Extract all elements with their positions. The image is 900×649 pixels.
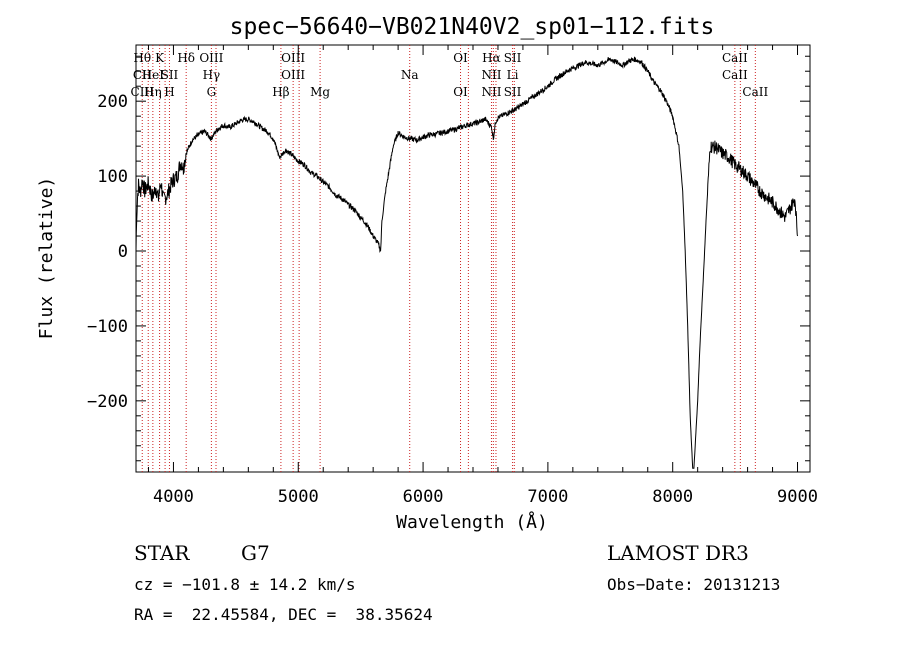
line-label: OI bbox=[453, 51, 468, 65]
line-label: G bbox=[207, 85, 217, 99]
line-label: SII bbox=[504, 85, 522, 99]
flux-line bbox=[135, 56, 798, 469]
survey-name: LAMOST DR3 bbox=[607, 541, 749, 565]
line-label: OIII bbox=[281, 51, 305, 65]
x-tick-label: 9000 bbox=[777, 487, 818, 507]
line-label: CaII bbox=[722, 51, 748, 65]
coordinates: RA = 22.45584, DEC = 38.35624 bbox=[134, 605, 433, 624]
spectrum-series bbox=[135, 56, 798, 469]
line-label: Mg bbox=[310, 85, 330, 99]
line-label: SII bbox=[161, 68, 179, 82]
line-label: Hη bbox=[144, 85, 162, 99]
y-tick-label: 0 bbox=[118, 242, 128, 262]
observation-date: Obs−Date: 20131213 bbox=[607, 575, 780, 594]
y-tick-label: 100 bbox=[97, 167, 128, 187]
line-label: Li bbox=[507, 68, 519, 82]
object-class: STAR bbox=[134, 541, 190, 565]
line-label: CaII bbox=[742, 85, 768, 99]
plot-area-border bbox=[135, 44, 811, 473]
y-tick-label: 200 bbox=[97, 92, 128, 112]
y-axis-ticks: −200 −100 0 100 200 bbox=[87, 55, 810, 462]
x-tick-label: 6000 bbox=[403, 487, 444, 507]
line-label: K bbox=[155, 51, 165, 65]
x-axis-ticks: 4000 5000 6000 7000 8000 9000 bbox=[147, 45, 818, 507]
line-label: OI bbox=[453, 85, 468, 99]
line-label: H bbox=[164, 85, 174, 99]
line-label: NII bbox=[481, 68, 501, 82]
line-label: CaII bbox=[722, 68, 748, 82]
spectral-line-markers bbox=[141, 45, 756, 472]
line-label: Hθ bbox=[133, 51, 151, 65]
line-label: Hδ bbox=[177, 51, 195, 65]
x-tick-label: 5000 bbox=[278, 487, 319, 507]
line-label: HeI bbox=[142, 68, 165, 82]
x-tick-label: 7000 bbox=[527, 487, 568, 507]
line-label: SII bbox=[504, 51, 522, 65]
redshift-velocity: cz = −101.8 ± 14.2 km/s bbox=[134, 575, 356, 594]
y-axis-label: Flux (relative) bbox=[36, 177, 57, 340]
line-label: CIII bbox=[131, 85, 155, 99]
x-tick-label: 8000 bbox=[652, 487, 693, 507]
line-label: Hγ bbox=[203, 68, 221, 82]
x-tick-label: 4000 bbox=[153, 487, 194, 507]
object-subclass: G7 bbox=[241, 541, 270, 565]
chart-title: spec−56640−VB021N40V2_sp01−112.fits bbox=[230, 14, 715, 40]
line-label: Hβ bbox=[272, 85, 289, 99]
y-tick-label: −200 bbox=[87, 392, 128, 412]
line-label: OIII bbox=[281, 68, 305, 82]
plot-frame bbox=[135, 44, 811, 473]
x-axis-label: Wavelength (Å) bbox=[396, 511, 548, 533]
line-label: Hα bbox=[482, 51, 501, 65]
line-label: OIII bbox=[199, 51, 223, 65]
line-label: NII bbox=[481, 85, 501, 99]
line-label: Na bbox=[401, 68, 419, 82]
y-tick-label: −100 bbox=[87, 317, 128, 337]
